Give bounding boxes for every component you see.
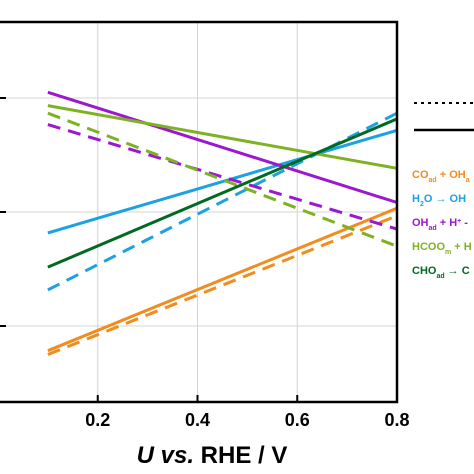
series-line-6: [47, 123, 398, 231]
series-line-1: [47, 206, 398, 353]
series-lines: [47, 90, 398, 356]
x-tick-label: 0.8: [384, 410, 409, 430]
legend-entry-2: H2O → OH: [412, 193, 466, 208]
legend-entry-4: HCOOm + H: [412, 241, 472, 256]
x-axis-ticks: 0.2 0.4 0.6 0.8: [85, 395, 410, 430]
x-axis-title-italic: U vs.: [137, 442, 194, 469]
x-axis-title: U vs. RHE / V: [137, 442, 288, 469]
legend: COad + OHa H2O → OH OHad + H+ - HCOOm + H CH…: [412, 102, 474, 280]
legend-entry-5: CHOad → C: [412, 265, 470, 280]
series-line-2: [47, 214, 398, 356]
series-line-9: [47, 117, 398, 269]
x-tick-label: 0.6: [285, 410, 310, 430]
series-line-3: [47, 128, 398, 235]
legend-entry-3: OHad + H+ -: [412, 217, 468, 232]
y-axis-ticks: [0, 97, 6, 327]
x-tick-label: 0.4: [185, 410, 210, 430]
series-line-7: [47, 104, 398, 170]
x-tick-label: 0.2: [85, 410, 110, 430]
series-line-5: [47, 90, 398, 204]
legend-entry-1: COad + OHa: [412, 169, 470, 184]
series-line-8: [47, 111, 398, 248]
x-axis-title-plain: RHE / V: [194, 442, 287, 469]
